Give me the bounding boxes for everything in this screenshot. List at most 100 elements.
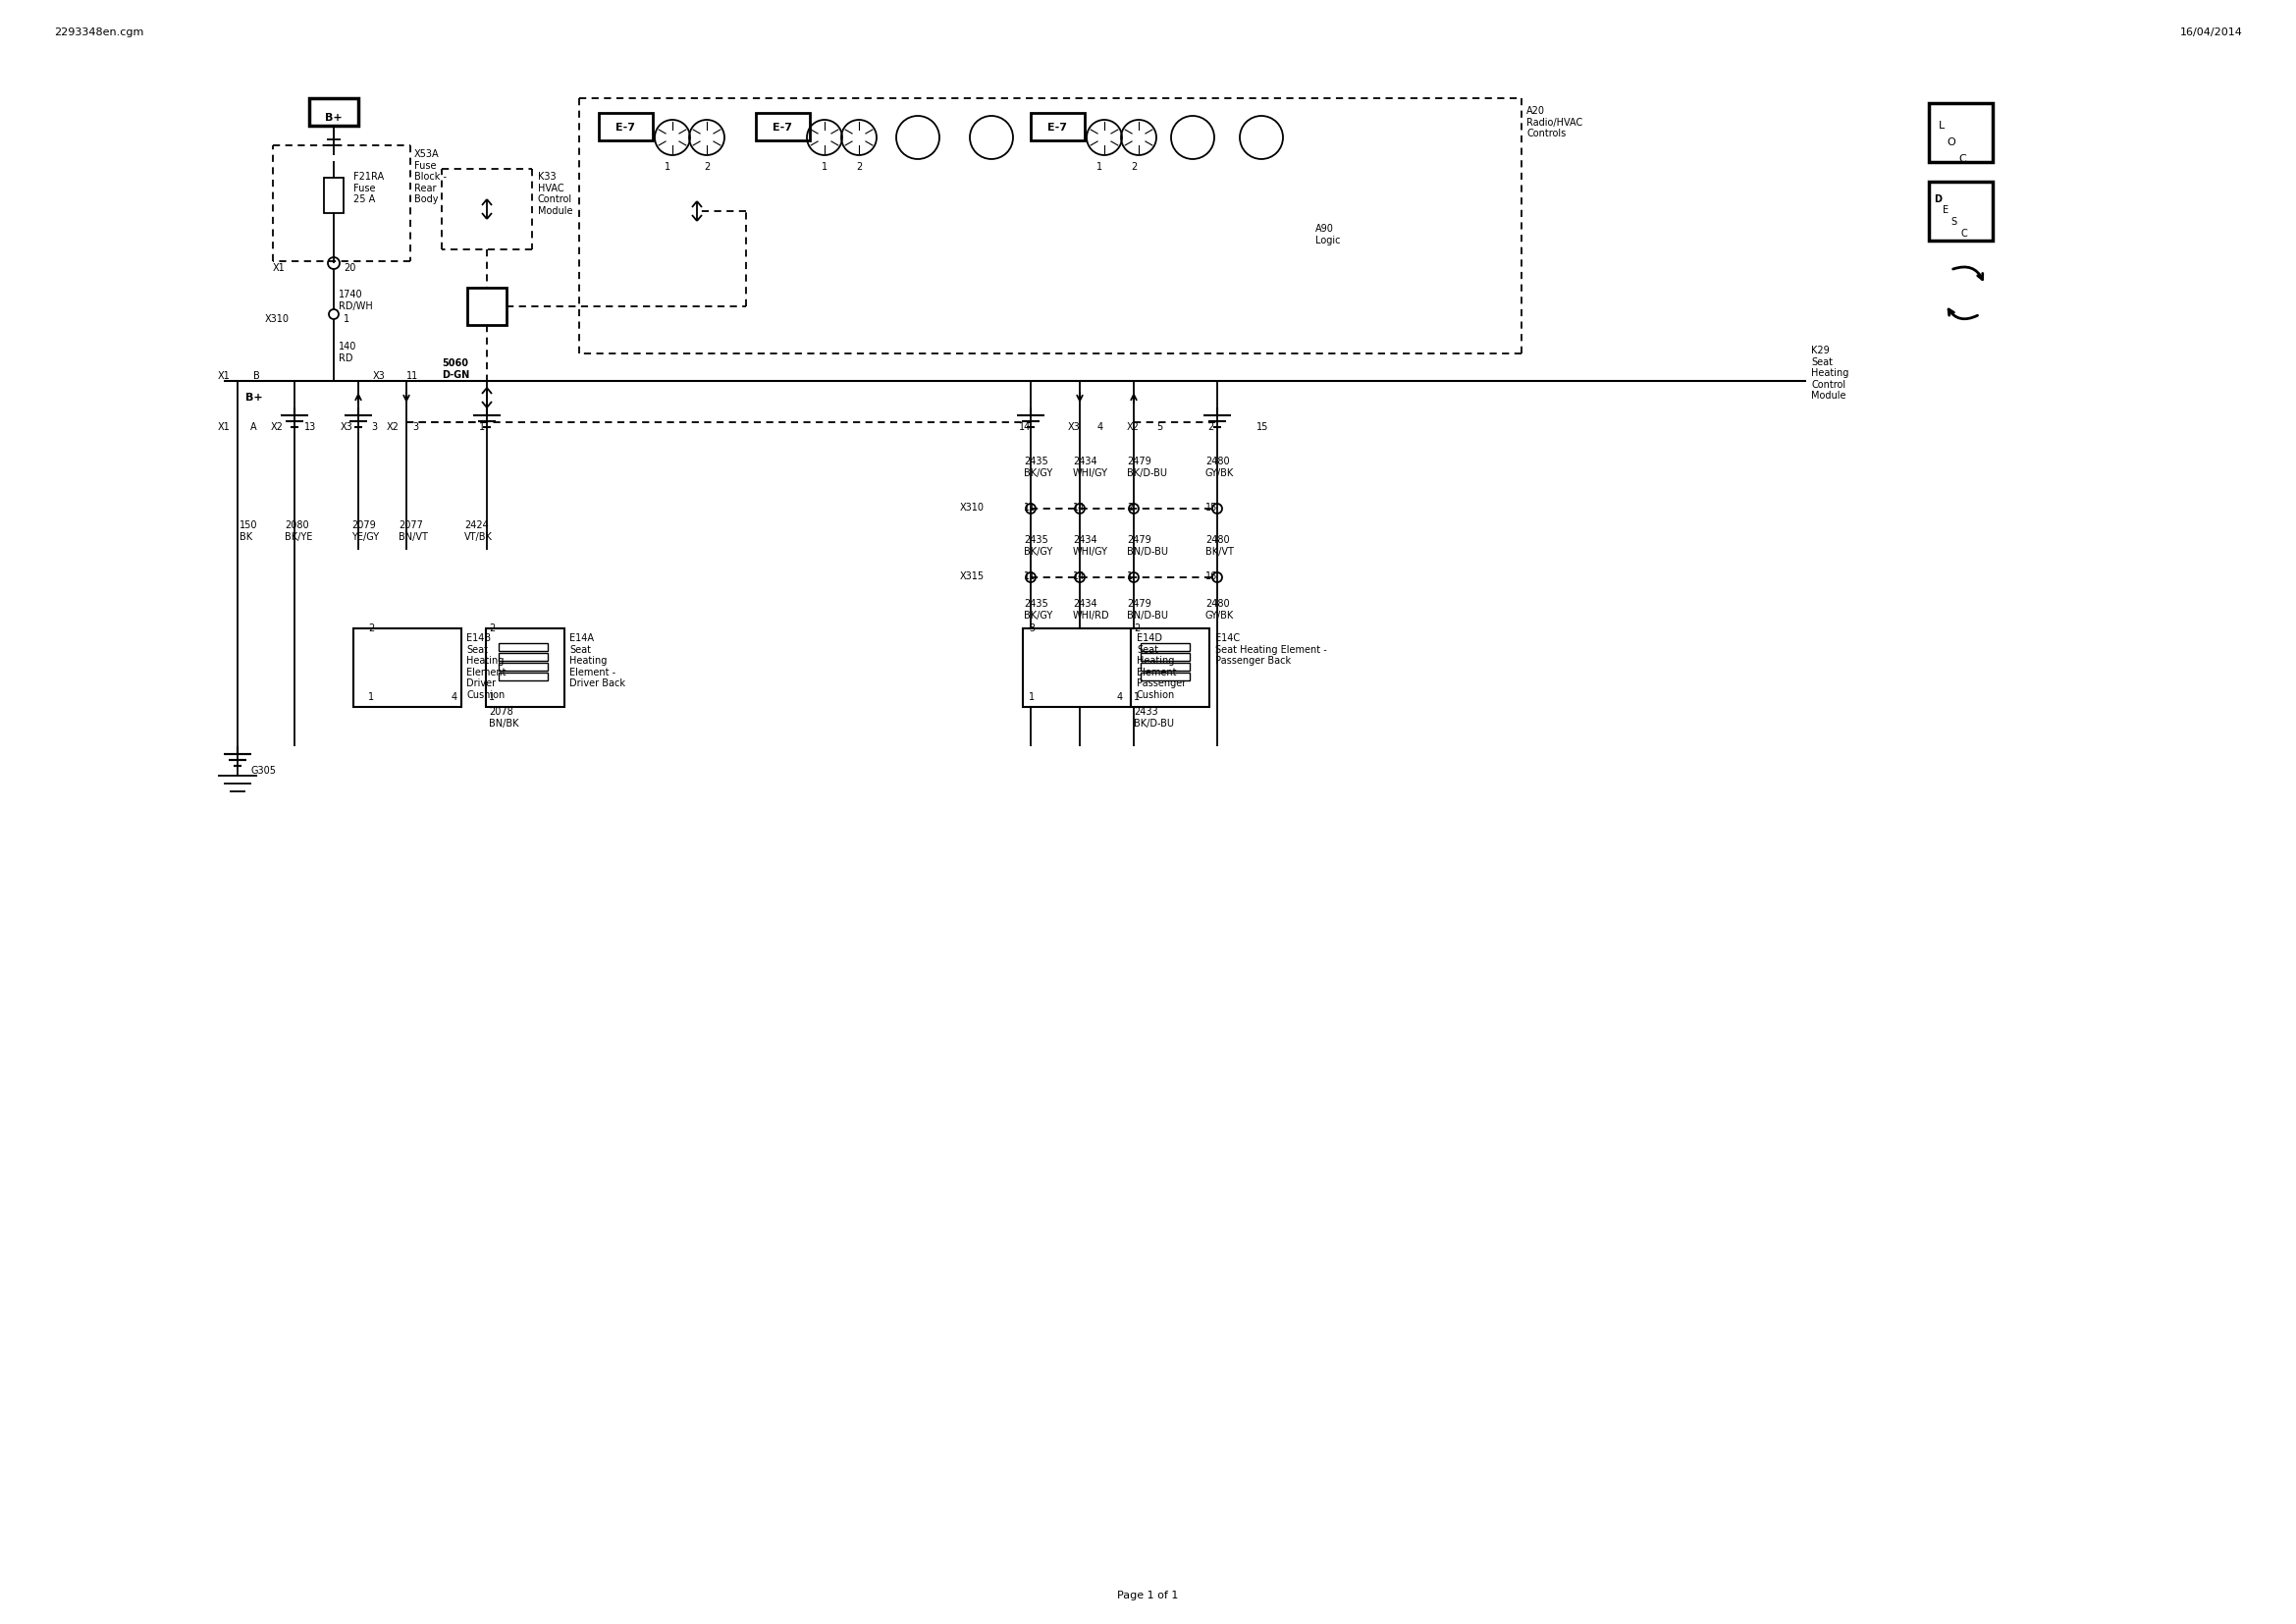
- Text: 2: 2: [367, 624, 374, 633]
- Text: K33
HVAC
Control
Module: K33 HVAC Control Module: [537, 172, 572, 216]
- Text: 14: 14: [1072, 572, 1086, 581]
- Text: E-7: E-7: [771, 123, 792, 133]
- Bar: [310, 97, 358, 125]
- Text: 1740
RD/WH: 1740 RD/WH: [338, 289, 372, 310]
- Text: 20: 20: [344, 263, 356, 273]
- Bar: [1141, 663, 1189, 671]
- Text: 150
BK: 150 BK: [239, 520, 257, 541]
- Text: 2078
BN/BK: 2078 BN/BK: [489, 706, 519, 728]
- Text: B+: B+: [246, 393, 262, 403]
- Bar: [498, 653, 549, 661]
- Bar: [498, 672, 549, 680]
- Text: X310: X310: [960, 503, 985, 513]
- Text: 1: 1: [1127, 572, 1132, 581]
- Bar: [498, 663, 549, 671]
- Text: X2: X2: [1127, 422, 1139, 432]
- Text: X315: X315: [960, 572, 985, 581]
- Text: 4: 4: [1097, 422, 1104, 432]
- Text: 5060
D-GN: 5060 D-GN: [441, 359, 468, 380]
- Text: E14B
Seat
Heating
Element -
Driver
Cushion: E14B Seat Heating Element - Driver Cushi…: [466, 633, 512, 700]
- Text: 14: 14: [1019, 422, 1031, 432]
- Text: 2: 2: [1208, 422, 1215, 432]
- Text: 2: 2: [489, 624, 496, 633]
- Text: E14A
Seat
Heating
Element -
Driver Back: E14A Seat Heating Element - Driver Back: [569, 633, 625, 689]
- Text: X1: X1: [218, 422, 230, 432]
- Bar: [1141, 643, 1189, 651]
- Text: B: B: [253, 372, 259, 382]
- Text: 2: 2: [1127, 503, 1132, 513]
- Text: E-7: E-7: [615, 123, 636, 133]
- Text: 16: 16: [1205, 572, 1217, 581]
- Text: E-7: E-7: [1047, 123, 1068, 133]
- Text: 2433
BK/D-BU: 2433 BK/D-BU: [1134, 706, 1173, 728]
- Text: 2434
WHI/GY: 2434 WHI/GY: [1072, 456, 1109, 477]
- Text: 1: 1: [822, 162, 827, 172]
- Text: 2079
YE/GY: 2079 YE/GY: [351, 520, 379, 541]
- Text: X53A
Fuse
Block -
Rear
Body: X53A Fuse Block - Rear Body: [413, 149, 448, 205]
- Text: X310: X310: [264, 313, 289, 325]
- Text: 1: 1: [1029, 692, 1035, 702]
- Text: 11: 11: [406, 372, 418, 382]
- Text: X1: X1: [218, 372, 230, 382]
- Text: 13: 13: [305, 422, 317, 432]
- Text: 4: 4: [452, 692, 457, 702]
- Text: 15: 15: [1205, 503, 1217, 513]
- Text: 15: 15: [1256, 422, 1270, 432]
- Text: 1: 1: [489, 692, 496, 702]
- Text: 1: 1: [664, 162, 670, 172]
- Text: K29
Seat
Heating
Control
Module: K29 Seat Heating Control Module: [1812, 346, 1848, 401]
- Text: G305: G305: [250, 767, 276, 776]
- Text: A90
Logic: A90 Logic: [1316, 224, 1341, 245]
- Text: D: D: [1933, 195, 1942, 205]
- Text: 2435
BK/GY: 2435 BK/GY: [1024, 599, 1052, 620]
- Text: A: A: [250, 422, 257, 432]
- Text: X1: X1: [273, 263, 285, 273]
- Text: 16/04/2014: 16/04/2014: [2181, 28, 2243, 37]
- Bar: [354, 628, 461, 706]
- Bar: [1141, 653, 1189, 661]
- Bar: [468, 287, 507, 325]
- Bar: [1929, 102, 1993, 162]
- Text: E: E: [1942, 205, 1949, 214]
- Bar: [1929, 182, 1993, 240]
- Text: 2: 2: [856, 162, 861, 172]
- Text: X3: X3: [372, 372, 386, 382]
- Text: 2293348en.cgm: 2293348en.cgm: [55, 28, 145, 37]
- Text: L: L: [1938, 120, 1945, 130]
- Text: 11: 11: [1024, 572, 1035, 581]
- Text: 2479
BK/D-BU: 2479 BK/D-BU: [1127, 456, 1166, 477]
- Text: 2080
BK/YE: 2080 BK/YE: [285, 520, 312, 541]
- Text: 1: 1: [480, 422, 484, 432]
- Bar: [1141, 672, 1189, 680]
- Bar: [1132, 628, 1210, 706]
- Text: 1: 1: [367, 692, 374, 702]
- Text: E14D
Seat
Heating
Element -
Passenger
Cushion: E14D Seat Heating Element - Passenger Cu…: [1137, 633, 1187, 700]
- Text: 11: 11: [1024, 503, 1035, 513]
- Text: 2480
BK/VT: 2480 BK/VT: [1205, 536, 1233, 557]
- Text: 2435
BK/GY: 2435 BK/GY: [1024, 456, 1052, 477]
- Text: 2434
WHI/GY: 2434 WHI/GY: [1072, 536, 1109, 557]
- Text: 2479
BN/D-BU: 2479 BN/D-BU: [1127, 536, 1169, 557]
- Text: 14: 14: [1072, 503, 1086, 513]
- Bar: [755, 114, 810, 140]
- Text: 2: 2: [1134, 624, 1139, 633]
- Bar: [1031, 114, 1084, 140]
- Text: C: C: [1958, 154, 1965, 164]
- Text: 140
RD: 140 RD: [338, 341, 356, 362]
- Text: 3: 3: [1029, 624, 1035, 633]
- Text: A20
Radio/HVAC
Controls: A20 Radio/HVAC Controls: [1527, 106, 1582, 138]
- Text: 2: 2: [703, 162, 709, 172]
- Text: S: S: [1952, 218, 1956, 227]
- Text: X2: X2: [271, 422, 285, 432]
- Text: X3: X3: [1068, 422, 1081, 432]
- Text: X2: X2: [386, 422, 400, 432]
- Text: 2480
GY/BK: 2480 GY/BK: [1205, 599, 1235, 620]
- Text: 2: 2: [1130, 162, 1137, 172]
- Text: 3: 3: [372, 422, 377, 432]
- Text: 4: 4: [1118, 692, 1123, 702]
- Text: X3: X3: [340, 422, 354, 432]
- Bar: [1022, 628, 1132, 706]
- Text: 2424
VT/BK: 2424 VT/BK: [464, 520, 494, 541]
- Text: C: C: [1961, 229, 1968, 239]
- Text: F21RA
Fuse
25 A: F21RA Fuse 25 A: [354, 172, 383, 205]
